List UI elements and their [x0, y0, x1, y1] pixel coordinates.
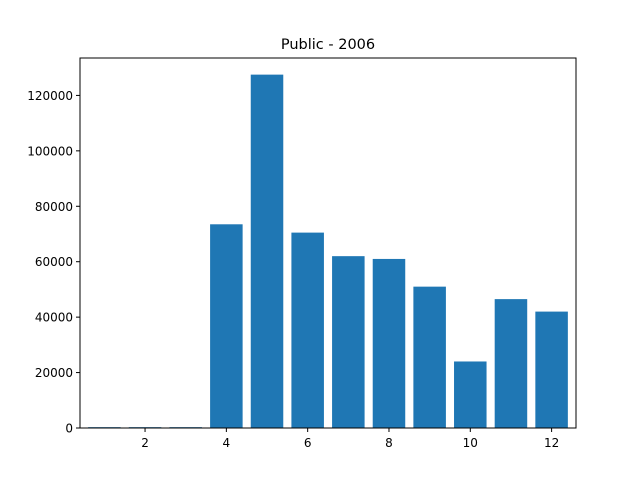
- plot-frame: [79, 57, 577, 429]
- bar-9: [413, 286, 446, 428]
- y-tick-label: 120000: [27, 89, 73, 103]
- y-tick-label: 20000: [35, 366, 73, 380]
- y-tick-label: 40000: [35, 311, 73, 325]
- y-axis-ticks: 0 20000 40000 60000 80000 100000 120000: [27, 89, 80, 436]
- bar-12: [535, 311, 568, 428]
- bar-4: [210, 224, 243, 428]
- x-tick-label: 2: [141, 436, 149, 450]
- x-axis-ticks: 2 4 6 8 10 12: [141, 428, 559, 450]
- bars-group: [88, 74, 568, 428]
- bar-10: [454, 361, 487, 428]
- y-tick-label: 60000: [35, 255, 73, 269]
- x-tick-label: 6: [304, 436, 312, 450]
- bar-8: [372, 258, 406, 428]
- y-tick-label: 0: [65, 422, 73, 436]
- bar-6: [291, 232, 324, 428]
- bar-7: [332, 256, 365, 428]
- bar-11: [494, 299, 528, 428]
- x-tick-label: 4: [223, 436, 231, 450]
- x-tick-label: 12: [544, 436, 559, 450]
- y-tick-label: 80000: [35, 200, 73, 214]
- bar-5: [250, 74, 284, 428]
- y-tick-label: 100000: [27, 144, 73, 158]
- chart-title: Public - 2006: [281, 37, 375, 53]
- x-tick-label: 8: [385, 436, 393, 450]
- x-tick-label: 10: [463, 436, 478, 450]
